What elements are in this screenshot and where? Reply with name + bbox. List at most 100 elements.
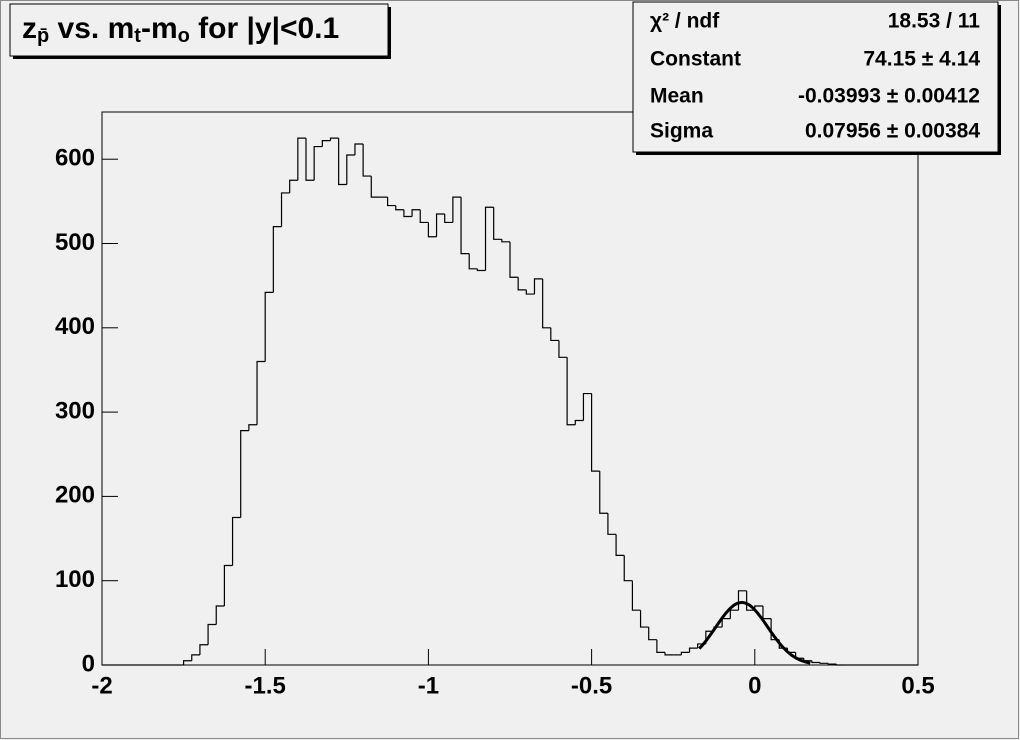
fit-curve bbox=[698, 601, 811, 665]
histogram-bin bbox=[240, 430, 249, 518]
histogram-bin bbox=[533, 278, 543, 295]
y-tick-label: 600 bbox=[55, 145, 95, 172]
histogram-bin bbox=[819, 662, 829, 664]
histogram-bin bbox=[280, 192, 290, 227]
histogram-bin bbox=[452, 196, 462, 223]
title-subscript: t bbox=[134, 25, 141, 47]
histogram-bin bbox=[321, 140, 331, 147]
histogram-bin bbox=[231, 516, 241, 566]
x-tick-label: -1 bbox=[418, 672, 439, 699]
histogram-bin bbox=[558, 340, 568, 358]
histogram-bin bbox=[648, 627, 657, 641]
histogram-bin bbox=[827, 663, 837, 665]
histogram-bin bbox=[493, 207, 502, 240]
histogram-bin bbox=[550, 327, 559, 342]
histogram-bin bbox=[183, 660, 192, 665]
plot-frame bbox=[101, 111, 919, 666]
histogram-bin bbox=[411, 209, 421, 217]
x-tick-label: 0 bbox=[748, 672, 761, 699]
histogram-bin bbox=[688, 647, 698, 653]
histogram-bin bbox=[223, 564, 233, 606]
histogram-bin bbox=[427, 222, 437, 238]
histogram-bin bbox=[313, 145, 323, 181]
stats-value: 0.07956 ± 0.00384 bbox=[805, 120, 980, 143]
stats-value: 74.15 ± 4.14 bbox=[863, 48, 980, 71]
histogram-bin bbox=[248, 424, 258, 431]
x-tick-label: -0.5 bbox=[571, 672, 612, 699]
histogram-bin bbox=[599, 471, 608, 514]
histogram-bin bbox=[338, 138, 347, 186]
y-tick-label: 0 bbox=[82, 650, 95, 677]
histogram-bin bbox=[509, 241, 519, 278]
histogram-bin bbox=[811, 660, 821, 664]
histogram-bin bbox=[370, 176, 380, 198]
histogram-bin bbox=[542, 278, 551, 329]
title-text: z bbox=[22, 12, 37, 45]
title-subscript: p̄ bbox=[37, 25, 49, 47]
stats-box bbox=[632, 1, 999, 153]
histogram-bin bbox=[403, 209, 413, 218]
histogram-bin bbox=[468, 253, 478, 270]
histogram-bin bbox=[419, 209, 429, 224]
histogram-bin bbox=[631, 580, 641, 611]
histogram-bin bbox=[207, 623, 217, 645]
histogram-bin bbox=[256, 360, 266, 425]
histogram-bin bbox=[297, 137, 306, 181]
histogram-bin bbox=[501, 239, 510, 243]
histogram-bin bbox=[582, 392, 592, 421]
histogram-bin bbox=[289, 179, 298, 193]
x-tick-label: 0.5 bbox=[901, 672, 934, 699]
histogram-bin bbox=[460, 197, 470, 255]
histogram-bin bbox=[517, 277, 527, 291]
histogram-bin bbox=[623, 555, 633, 582]
histogram-bin bbox=[329, 137, 339, 141]
histogram-bin bbox=[680, 651, 690, 655]
histogram-bin bbox=[362, 144, 372, 177]
histogram-bin bbox=[591, 393, 600, 472]
histogram-bin bbox=[746, 590, 755, 611]
y-tick-label: 100 bbox=[55, 566, 95, 593]
histogram-bin bbox=[346, 154, 355, 185]
histogram-bin bbox=[354, 143, 364, 155]
histogram-bin bbox=[525, 289, 535, 295]
y-tick-label: 200 bbox=[55, 482, 95, 509]
histogram-bin bbox=[835, 664, 845, 666]
histogram-bin bbox=[395, 205, 404, 211]
histogram-bin bbox=[387, 197, 396, 207]
histogram-bin bbox=[615, 534, 625, 557]
histogram-bin bbox=[215, 605, 225, 625]
histogram-bin bbox=[435, 213, 445, 237]
x-tick-label: -2 bbox=[91, 672, 112, 699]
stats-value: 18.53 / 11 bbox=[888, 10, 981, 33]
y-tick-label: 500 bbox=[55, 229, 95, 256]
histogram-bin bbox=[639, 610, 649, 628]
histogram-bin bbox=[476, 268, 486, 272]
histogram-bin bbox=[199, 644, 209, 655]
histogram-bin bbox=[656, 639, 666, 653]
title-text: for |y|<0.1 bbox=[190, 12, 339, 45]
histogram-bin bbox=[444, 214, 453, 224]
title-text: vs. m bbox=[49, 12, 134, 45]
stats-label: Mean bbox=[650, 85, 704, 108]
plot: 0 100 200 300 400 500 600 -2 -1.5 -1 -0.5 0 0.5 χ² / … bbox=[55, 10, 980, 700]
stats-label: χ² / ndf bbox=[650, 10, 720, 33]
histogram-bin bbox=[566, 357, 576, 426]
stats-value: -0.03993 ± 0.00412 bbox=[798, 85, 980, 108]
y-tick-label: 300 bbox=[55, 397, 95, 424]
histogram-bin bbox=[272, 226, 282, 293]
stats-label: Sigma bbox=[650, 120, 713, 143]
stats-label: Constant bbox=[650, 48, 741, 71]
title-box bbox=[9, 3, 389, 57]
x-tick-label: -1.5 bbox=[245, 672, 286, 699]
histogram-bin bbox=[264, 291, 274, 362]
histogram-bin bbox=[484, 206, 494, 271]
histogram-bin bbox=[574, 419, 584, 425]
chart-title: zp̄ vs. mt-mo for |y|<0.1 bbox=[22, 12, 339, 47]
histogram-bin bbox=[664, 652, 674, 656]
title-text: -m bbox=[141, 12, 178, 45]
y-tick-label: 400 bbox=[55, 313, 95, 340]
title-subscript: o bbox=[178, 25, 190, 47]
histogram-bin bbox=[305, 138, 315, 181]
histogram-bin bbox=[607, 513, 617, 535]
